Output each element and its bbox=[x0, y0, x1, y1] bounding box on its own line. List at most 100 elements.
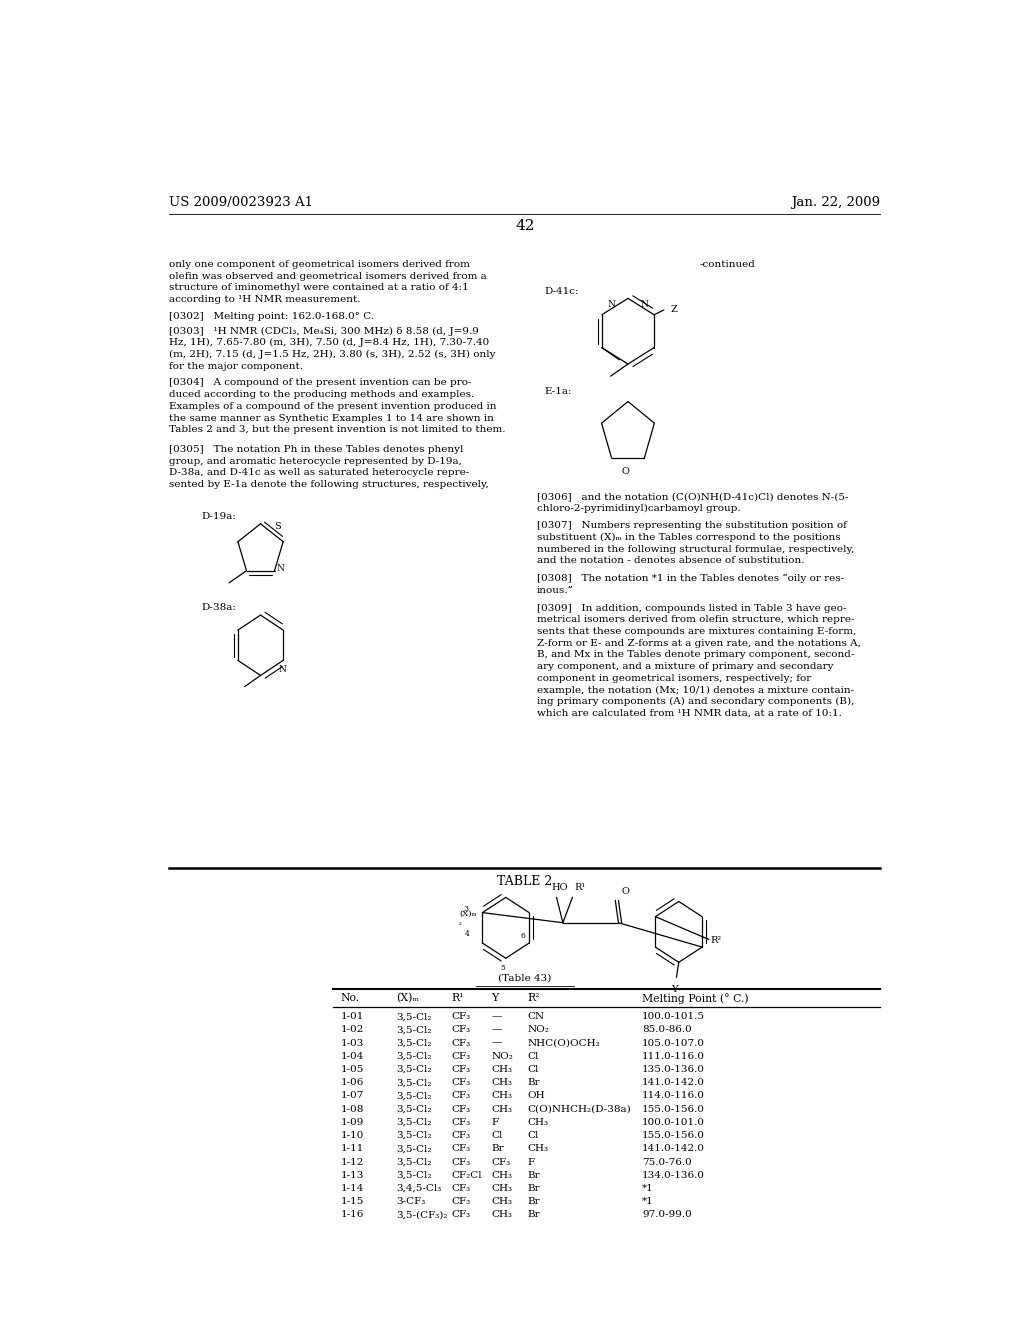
Text: -continued: -continued bbox=[699, 260, 756, 269]
Text: B, and Mx in the Tables denote primary component, second-: B, and Mx in the Tables denote primary c… bbox=[537, 651, 854, 659]
Text: Cl: Cl bbox=[527, 1131, 539, 1140]
Text: CF₃: CF₃ bbox=[452, 1131, 471, 1140]
Text: O: O bbox=[622, 467, 630, 475]
Text: only one component of geometrical isomers derived from: only one component of geometrical isomer… bbox=[169, 260, 470, 269]
Text: CH₃: CH₃ bbox=[527, 1144, 548, 1154]
Text: 1-10: 1-10 bbox=[341, 1131, 365, 1140]
Text: Cl: Cl bbox=[492, 1131, 503, 1140]
Text: 105.0-107.0: 105.0-107.0 bbox=[642, 1039, 706, 1048]
Text: CH₃: CH₃ bbox=[492, 1210, 512, 1220]
Text: 5: 5 bbox=[501, 964, 505, 972]
Text: Cl: Cl bbox=[527, 1052, 539, 1061]
Text: 134.0-136.0: 134.0-136.0 bbox=[642, 1171, 706, 1180]
Text: R²: R² bbox=[527, 993, 540, 1003]
Text: No.: No. bbox=[341, 993, 359, 1003]
Text: HO: HO bbox=[551, 883, 567, 892]
Text: [0309]   In addition, compounds listed in Table 3 have geo-: [0309] In addition, compounds listed in … bbox=[537, 603, 846, 612]
Text: 1-08: 1-08 bbox=[341, 1105, 365, 1114]
Text: CN: CN bbox=[527, 1012, 545, 1022]
Text: CF₃: CF₃ bbox=[452, 1039, 471, 1048]
Text: CH₃: CH₃ bbox=[492, 1092, 512, 1101]
Text: CF₃: CF₃ bbox=[452, 1210, 471, 1220]
Text: CF₃: CF₃ bbox=[452, 1105, 471, 1114]
Text: N: N bbox=[607, 300, 615, 309]
Text: 1-07: 1-07 bbox=[341, 1092, 365, 1101]
Text: 3,5-(CF₃)₂: 3,5-(CF₃)₂ bbox=[396, 1210, 447, 1220]
Text: 3,4,5-Cl₃: 3,4,5-Cl₃ bbox=[396, 1184, 441, 1193]
Text: CF₂Cl: CF₂Cl bbox=[452, 1171, 482, 1180]
Text: Br: Br bbox=[527, 1171, 540, 1180]
Text: chloro-2-pyrimidinyl)carbamoyl group.: chloro-2-pyrimidinyl)carbamoyl group. bbox=[537, 503, 740, 512]
Text: CF₃: CF₃ bbox=[452, 1052, 471, 1061]
Text: 3,5-Cl₂: 3,5-Cl₂ bbox=[396, 1092, 432, 1101]
Text: Br: Br bbox=[527, 1210, 540, 1220]
Text: Y: Y bbox=[672, 985, 678, 994]
Text: CF₃: CF₃ bbox=[452, 1078, 471, 1088]
Text: D-41c:: D-41c: bbox=[545, 288, 580, 297]
Text: CF₃: CF₃ bbox=[452, 1144, 471, 1154]
Text: 3,5-Cl₂: 3,5-Cl₂ bbox=[396, 1171, 432, 1180]
Text: *1: *1 bbox=[642, 1184, 654, 1193]
Text: example, the notation (Mx; 10/1) denotes a mixture contain-: example, the notation (Mx; 10/1) denotes… bbox=[537, 685, 854, 694]
Text: 100.0-101.0: 100.0-101.0 bbox=[642, 1118, 706, 1127]
Text: [0302]   Melting point: 162.0-168.0° C.: [0302] Melting point: 162.0-168.0° C. bbox=[169, 312, 375, 321]
Text: 1-12: 1-12 bbox=[341, 1158, 365, 1167]
Text: 42: 42 bbox=[515, 219, 535, 232]
Text: CH₃: CH₃ bbox=[527, 1118, 548, 1127]
Text: 6: 6 bbox=[520, 932, 525, 940]
Text: structure of iminomethyl were contained at a ratio of 4:1: structure of iminomethyl were contained … bbox=[169, 284, 469, 293]
Text: R²: R² bbox=[711, 936, 722, 945]
Text: [0304]   A compound of the present invention can be pro-: [0304] A compound of the present inventi… bbox=[169, 379, 472, 388]
Text: metrical isomers derived from olefin structure, which repre-: metrical isomers derived from olefin str… bbox=[537, 615, 854, 624]
Text: ing primary components (A) and secondary components (B),: ing primary components (A) and secondary… bbox=[537, 697, 854, 706]
Text: ²: ² bbox=[459, 923, 462, 931]
Text: [0307]   Numbers representing the substitution position of: [0307] Numbers representing the substitu… bbox=[537, 521, 847, 531]
Text: F: F bbox=[527, 1158, 535, 1167]
Text: Br: Br bbox=[527, 1184, 540, 1193]
Text: CF₃: CF₃ bbox=[452, 1197, 471, 1206]
Text: D-19a:: D-19a: bbox=[201, 512, 236, 521]
Text: Examples of a compound of the present invention produced in: Examples of a compound of the present in… bbox=[169, 401, 497, 411]
Text: D-38a:: D-38a: bbox=[201, 602, 236, 611]
Text: olefin was observed and geometrical isomers derived from a: olefin was observed and geometrical isom… bbox=[169, 272, 487, 281]
Text: 141.0-142.0: 141.0-142.0 bbox=[642, 1078, 706, 1088]
Text: 3,5-Cl₂: 3,5-Cl₂ bbox=[396, 1118, 432, 1127]
Text: 155.0-156.0: 155.0-156.0 bbox=[642, 1131, 706, 1140]
Text: 1-04: 1-04 bbox=[341, 1052, 365, 1061]
Text: Z: Z bbox=[670, 305, 677, 314]
Text: CF₃: CF₃ bbox=[452, 1065, 471, 1074]
Text: 3,5-Cl₂: 3,5-Cl₂ bbox=[396, 1158, 432, 1167]
Text: 114.0-116.0: 114.0-116.0 bbox=[642, 1092, 706, 1101]
Text: component in geometrical isomers, respectively; for: component in geometrical isomers, respec… bbox=[537, 673, 811, 682]
Text: 3,5-Cl₂: 3,5-Cl₂ bbox=[396, 1039, 432, 1048]
Text: —: — bbox=[492, 1026, 502, 1035]
Text: the same manner as Synthetic Examples 1 to 14 are shown in: the same manner as Synthetic Examples 1 … bbox=[169, 413, 495, 422]
Text: sents that these compounds are mixtures containing E-form,: sents that these compounds are mixtures … bbox=[537, 627, 856, 636]
Text: TABLE 2: TABLE 2 bbox=[498, 875, 552, 888]
Text: Z-form or E- and Z-forms at a given rate, and the notations A,: Z-form or E- and Z-forms at a given rate… bbox=[537, 639, 860, 648]
Text: Tables 2 and 3, but the present invention is not limited to them.: Tables 2 and 3, but the present inventio… bbox=[169, 425, 506, 434]
Text: according to ¹H NMR measurement.: according to ¹H NMR measurement. bbox=[169, 296, 360, 304]
Text: E-1a:: E-1a: bbox=[545, 387, 572, 396]
Text: for the major component.: for the major component. bbox=[169, 362, 303, 371]
Text: 3,5-Cl₂: 3,5-Cl₂ bbox=[396, 1105, 432, 1114]
Text: D-38a, and D-41c as well as saturated heterocycle repre-: D-38a, and D-41c as well as saturated he… bbox=[169, 469, 470, 478]
Text: [0303]   ¹H NMR (CDCl₃, Me₄Si, 300 MHz) δ 8.58 (d, J=9.9: [0303] ¹H NMR (CDCl₃, Me₄Si, 300 MHz) δ … bbox=[169, 326, 479, 335]
Text: substituent (X)ₘ in the Tables correspond to the positions: substituent (X)ₘ in the Tables correspon… bbox=[537, 533, 841, 543]
Text: CH₃: CH₃ bbox=[492, 1184, 512, 1193]
Text: 1-15: 1-15 bbox=[341, 1197, 365, 1206]
Text: 1-14: 1-14 bbox=[341, 1184, 365, 1193]
Text: 111.0-116.0: 111.0-116.0 bbox=[642, 1052, 706, 1061]
Text: Jan. 22, 2009: Jan. 22, 2009 bbox=[792, 195, 881, 209]
Text: sented by E-1a denote the following structures, respectively,: sented by E-1a denote the following stru… bbox=[169, 480, 489, 490]
Text: NO₂: NO₂ bbox=[527, 1026, 549, 1035]
Text: (m, 2H), 7.15 (d, J=1.5 Hz, 2H), 3.80 (s, 3H), 2.52 (s, 3H) only: (m, 2H), 7.15 (d, J=1.5 Hz, 2H), 3.80 (s… bbox=[169, 350, 496, 359]
Text: inous.”: inous.” bbox=[537, 586, 573, 595]
Text: CH₃: CH₃ bbox=[492, 1078, 512, 1088]
Text: 85.0-86.0: 85.0-86.0 bbox=[642, 1026, 692, 1035]
Text: CH₃: CH₃ bbox=[492, 1065, 512, 1074]
Text: N: N bbox=[279, 665, 287, 675]
Text: 3,5-Cl₂: 3,5-Cl₂ bbox=[396, 1144, 432, 1154]
Text: CF₃: CF₃ bbox=[452, 1184, 471, 1193]
Text: 3,5-Cl₂: 3,5-Cl₂ bbox=[396, 1052, 432, 1061]
